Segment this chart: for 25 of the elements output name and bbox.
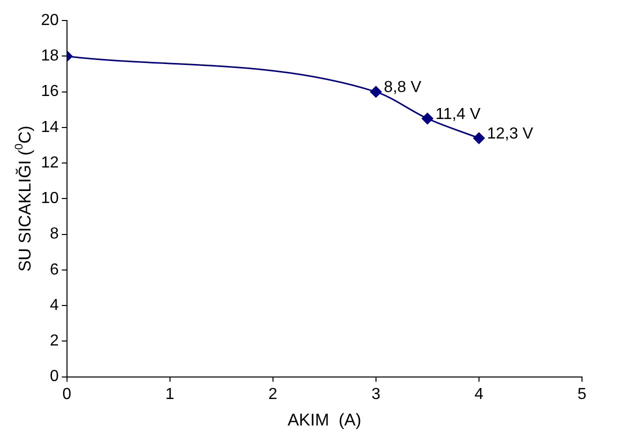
x-tick-label: 5 [578, 386, 587, 403]
y-tick-label: 0 [50, 368, 59, 386]
point [473, 132, 485, 144]
y-tick-label: 12 [41, 154, 59, 172]
x-tick-label: 1 [165, 386, 174, 403]
y-tick-label: 14 [41, 118, 59, 136]
x-tick-label: 0 [62, 386, 72, 403]
annotation: 8,8 V [384, 79, 422, 96]
y-tick-label: 2 [50, 332, 59, 350]
y-tick-label: 6 [50, 261, 59, 278]
y-tick-label: 20 [41, 12, 59, 30]
y-tick-label: 4 [50, 296, 59, 314]
annotation: 11,4 V [435, 106, 481, 123]
y-tick-label: 10 [41, 190, 59, 208]
y-tick-label: 16 [41, 83, 59, 100]
y-axis-title: SU SICAKLIĞI (0C) [13, 126, 35, 272]
y-tick-label: 8 [50, 226, 59, 243]
x-tick-label: 4 [474, 386, 484, 403]
point [422, 112, 434, 124]
x-tick-label: 3 [371, 386, 380, 403]
point [370, 86, 382, 98]
y-tick-label: 18 [41, 48, 59, 65]
x-tick-label: 2 [268, 386, 278, 403]
annotation: 12,3 V [486, 126, 534, 143]
x-axis-title: AKIM (A) [288, 410, 362, 430]
